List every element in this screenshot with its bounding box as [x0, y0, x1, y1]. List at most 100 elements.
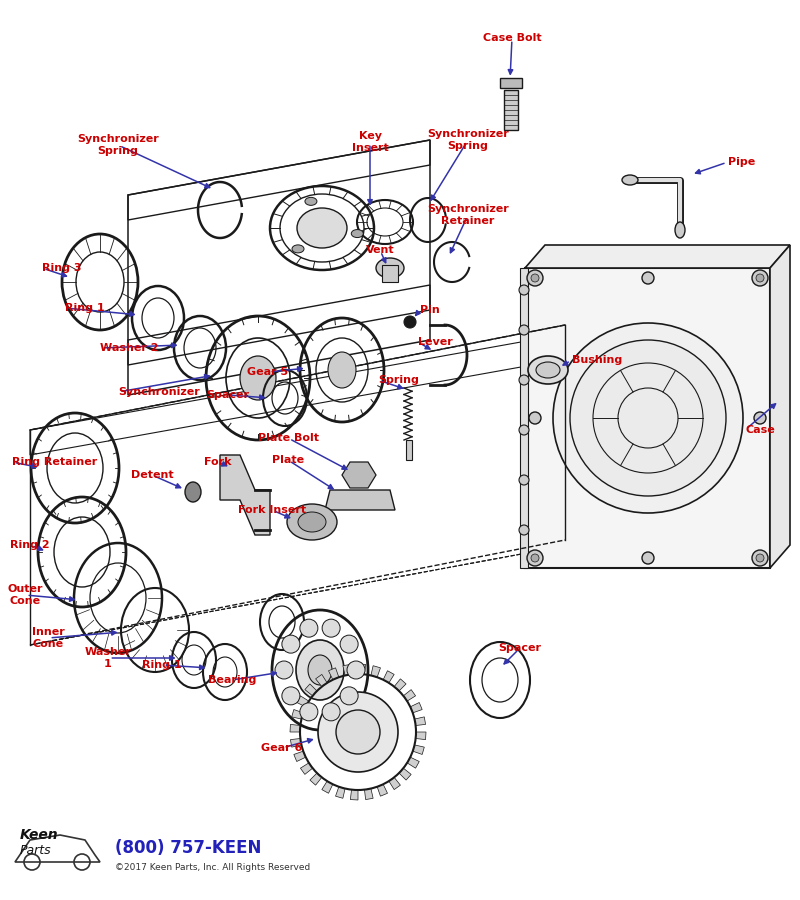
Polygon shape [383, 670, 394, 683]
Text: Outer
Cone: Outer Cone [7, 584, 42, 606]
Polygon shape [500, 78, 522, 88]
Text: Case: Case [745, 425, 774, 435]
Polygon shape [329, 668, 339, 680]
Polygon shape [377, 784, 387, 796]
Polygon shape [410, 703, 422, 713]
Ellipse shape [675, 222, 685, 238]
Text: Synchronizer
Spring: Synchronizer Spring [427, 130, 509, 151]
Text: Bushing: Bushing [572, 355, 622, 365]
Polygon shape [382, 265, 398, 282]
Circle shape [282, 687, 300, 705]
Polygon shape [290, 724, 300, 732]
Text: Inner
Cone: Inner Cone [32, 627, 64, 649]
Polygon shape [371, 666, 381, 678]
Text: Washer
1: Washer 1 [85, 647, 131, 669]
Polygon shape [525, 268, 770, 568]
Polygon shape [520, 268, 528, 568]
Circle shape [519, 325, 529, 335]
Ellipse shape [351, 230, 363, 238]
Circle shape [404, 316, 416, 328]
Text: Detent: Detent [130, 470, 174, 480]
Text: Bearing: Bearing [208, 675, 256, 685]
Polygon shape [399, 769, 411, 780]
Text: Ring 1: Ring 1 [142, 660, 182, 670]
Ellipse shape [336, 710, 380, 754]
Circle shape [531, 274, 539, 282]
Polygon shape [316, 674, 327, 687]
Polygon shape [407, 757, 419, 769]
Circle shape [519, 375, 529, 385]
Circle shape [347, 661, 365, 679]
Text: Plate Bolt: Plate Bolt [258, 433, 318, 443]
Circle shape [752, 550, 768, 566]
Ellipse shape [308, 655, 332, 685]
Circle shape [519, 475, 529, 485]
Polygon shape [342, 462, 376, 488]
Text: Lever: Lever [418, 337, 453, 347]
Text: Spacer: Spacer [498, 643, 542, 653]
Polygon shape [297, 696, 309, 706]
Text: (800) 757-KEEN: (800) 757-KEEN [115, 839, 262, 857]
Text: Ring 1: Ring 1 [65, 303, 105, 313]
Polygon shape [413, 745, 424, 754]
Polygon shape [365, 788, 373, 799]
Ellipse shape [296, 640, 344, 700]
Ellipse shape [318, 692, 398, 772]
Polygon shape [358, 664, 366, 674]
Circle shape [529, 412, 541, 424]
Text: Keen: Keen [20, 828, 58, 842]
Circle shape [756, 274, 764, 282]
Circle shape [282, 635, 300, 653]
Text: Pin: Pin [420, 305, 440, 315]
Circle shape [519, 425, 529, 435]
Polygon shape [305, 684, 317, 696]
Text: ©2017 Keen Parts, Inc. All Rights Reserved: ©2017 Keen Parts, Inc. All Rights Reserv… [115, 863, 310, 872]
Polygon shape [335, 787, 345, 798]
Polygon shape [290, 739, 302, 747]
Polygon shape [414, 717, 426, 725]
Text: Key
Insert: Key Insert [352, 131, 388, 153]
Circle shape [300, 703, 318, 721]
Text: Plate: Plate [272, 455, 304, 465]
Text: Ring 3: Ring 3 [42, 263, 82, 273]
Ellipse shape [240, 356, 276, 400]
Polygon shape [220, 455, 270, 535]
Circle shape [752, 270, 768, 286]
Circle shape [642, 272, 654, 284]
Circle shape [642, 552, 654, 564]
Ellipse shape [328, 352, 356, 388]
Polygon shape [394, 679, 406, 691]
Text: Ring 2: Ring 2 [10, 540, 50, 550]
Text: Fork Insert: Fork Insert [238, 505, 306, 515]
Text: Gear 6: Gear 6 [262, 743, 302, 753]
Text: Pipe: Pipe [728, 157, 755, 167]
Text: Gear 5: Gear 5 [247, 367, 289, 377]
Circle shape [275, 661, 293, 679]
Ellipse shape [553, 323, 743, 513]
Circle shape [340, 635, 358, 653]
Polygon shape [310, 773, 322, 785]
Circle shape [340, 687, 358, 705]
Polygon shape [292, 709, 303, 719]
Ellipse shape [298, 512, 326, 532]
Circle shape [519, 525, 529, 535]
Polygon shape [403, 689, 415, 701]
Ellipse shape [376, 258, 404, 278]
Circle shape [322, 703, 340, 721]
Polygon shape [301, 763, 313, 774]
Polygon shape [322, 781, 333, 793]
Circle shape [527, 270, 543, 286]
Ellipse shape [528, 356, 568, 384]
Polygon shape [325, 490, 395, 510]
Text: Case Bolt: Case Bolt [482, 33, 542, 43]
Text: Ring Retainer: Ring Retainer [12, 457, 98, 467]
Text: Spacer: Spacer [206, 390, 250, 400]
Polygon shape [343, 664, 351, 676]
Polygon shape [389, 778, 400, 789]
Circle shape [531, 554, 539, 562]
Circle shape [754, 412, 766, 424]
Polygon shape [525, 245, 790, 268]
Polygon shape [294, 752, 306, 761]
Text: Fork: Fork [204, 457, 232, 467]
Polygon shape [770, 245, 790, 568]
